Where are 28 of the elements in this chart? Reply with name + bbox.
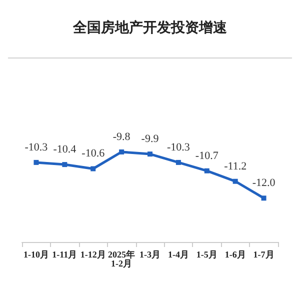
data-label: -10.7 <box>195 150 219 162</box>
point <box>261 196 266 201</box>
point <box>90 166 96 172</box>
point <box>62 162 68 168</box>
x-tick-label: 1-11月 <box>52 250 78 260</box>
x-tick-label: 1-7月 <box>253 250 274 260</box>
point <box>119 149 124 154</box>
x-tick-label: 1-12月 <box>80 250 106 260</box>
point <box>232 178 238 184</box>
data-label: -10.4 <box>53 144 77 156</box>
chart-title: 全国房地产开发投资增速 <box>72 19 228 36</box>
x-tick-label: 1-6月 <box>224 250 246 260</box>
x-tick-label: 1-5月 <box>196 250 218 260</box>
x-tick-label: 2025年 1-2月 <box>108 250 136 268</box>
data-label: -9.9 <box>141 133 160 146</box>
x-tick-label: 1-4月 <box>168 250 189 260</box>
point <box>148 152 152 157</box>
data-label: -10.6 <box>82 148 106 160</box>
data-label: -10.3 <box>24 141 48 154</box>
x-tick-label: 1-3月 <box>140 250 160 260</box>
point <box>204 168 210 174</box>
data-label: -11.2 <box>224 160 247 172</box>
x-tick-label: 1-10月 <box>23 250 49 260</box>
point <box>34 160 39 165</box>
data-label: -12.0 <box>252 177 276 190</box>
data-label: -10.3 <box>166 141 190 154</box>
point <box>176 160 181 165</box>
data-label: -9.8 <box>112 130 131 143</box>
